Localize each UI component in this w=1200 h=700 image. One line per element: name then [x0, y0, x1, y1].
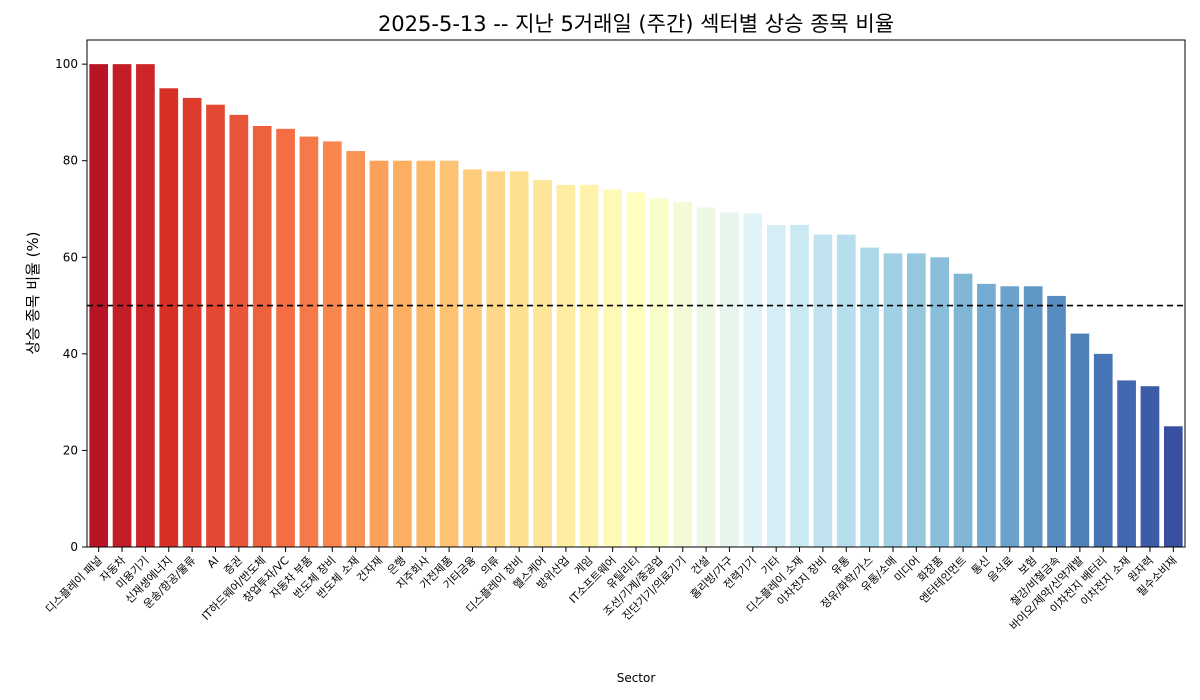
bar-40: [1000, 286, 1020, 547]
bar-41: [1023, 286, 1043, 547]
bar-31: [790, 224, 809, 547]
bar-27: [696, 207, 716, 548]
bar-30: [766, 224, 786, 547]
y-tick-label: 20: [63, 443, 78, 457]
bar-20: [533, 180, 552, 547]
bar-46: [1140, 386, 1160, 547]
bar-15: [416, 160, 436, 547]
bar-47: [1163, 426, 1183, 547]
y-tick-label: 0: [70, 540, 78, 554]
bar-17: [463, 169, 482, 547]
bar-16: [439, 160, 459, 547]
bar-23: [603, 189, 622, 547]
x-axis-title: Sector: [617, 671, 656, 685]
bar-3: [136, 64, 155, 547]
bar-6: [206, 104, 225, 547]
bar-37: [930, 257, 950, 547]
bar-21: [556, 184, 576, 548]
bar-12: [346, 151, 365, 547]
bar-33: [836, 234, 856, 547]
y-tick-label: 100: [55, 57, 78, 71]
bar-10: [299, 136, 319, 547]
y-tick-label: 60: [63, 250, 78, 264]
bar-28: [720, 212, 739, 547]
y-tick-label: 40: [63, 347, 78, 361]
bar-5: [182, 97, 202, 547]
x-tick-label: 건자재: [354, 554, 385, 585]
bar-32: [813, 234, 833, 547]
bar-29: [743, 213, 763, 547]
bar-13: [369, 160, 389, 547]
bar-9: [276, 128, 295, 547]
bar-34: [860, 247, 879, 547]
bar-45: [1117, 380, 1136, 547]
bar-8: [252, 125, 272, 547]
x-tick-label: 미디어: [892, 554, 923, 585]
bar-35: [883, 253, 903, 548]
x-tick-label: 디스플레이 패널: [43, 554, 105, 616]
bar-14: [393, 160, 412, 547]
y-tick-label: 80: [63, 154, 78, 168]
bar-44: [1093, 353, 1113, 547]
x-tick-label: AI: [205, 554, 222, 571]
bar-22: [579, 184, 599, 548]
bar-43: [1070, 333, 1090, 547]
x-tick-label: 음식료: [985, 554, 1016, 585]
bar-39: [977, 283, 996, 547]
bar-38: [953, 273, 973, 547]
bars-group: [89, 64, 1183, 548]
y-axis: 0 20 40 60 80 100: [55, 57, 87, 554]
bar-25: [650, 198, 669, 547]
bar-11: [322, 141, 342, 547]
bar-7: [229, 114, 249, 547]
bar-4: [159, 88, 179, 547]
bar-19: [509, 171, 529, 547]
bar-24: [626, 192, 646, 547]
chart-title: 2025-5-13 -- 지난 5거래일 (주간) 섹터별 상승 종목 비율: [378, 12, 894, 36]
bar-18: [486, 171, 506, 547]
y-axis-title: 상승 종목 비율 (%): [24, 231, 42, 354]
bar-42: [1047, 295, 1066, 547]
bar-26: [673, 202, 693, 548]
bar-36: [907, 253, 926, 548]
